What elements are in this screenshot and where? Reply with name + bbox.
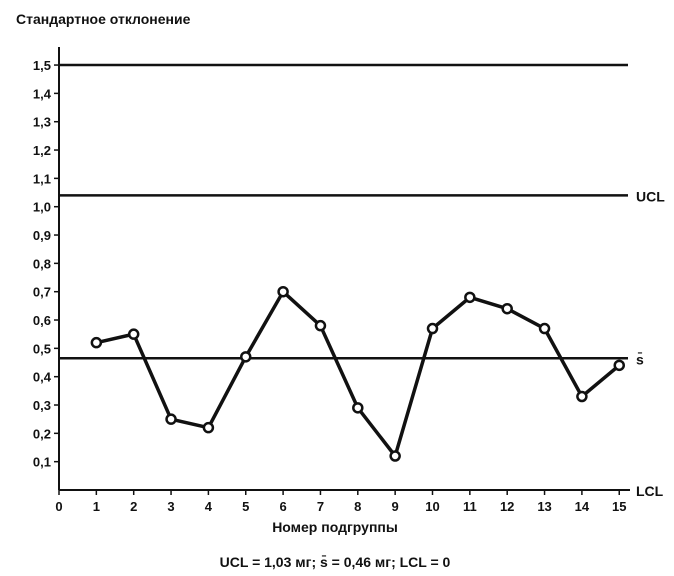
- x-tick-label: 0: [55, 499, 62, 514]
- y-axis-ticks: 0,1 0,2 0,3 0,4 0,5 0,6 0,7 0,8 0,9 1,0 1,1 1,2 1,3 1…: [33, 58, 59, 470]
- y-tick-label: 1,1: [33, 171, 51, 186]
- x-tick-label: 15: [612, 499, 626, 514]
- x-tick-label: 8: [354, 499, 361, 514]
- y-axis-title: Стандартное отклонение: [16, 11, 191, 27]
- y-tick-label: 0,9: [33, 228, 51, 243]
- x-tick-label: 14: [575, 499, 590, 514]
- x-tick-label: 9: [392, 499, 399, 514]
- y-tick-label: 0,1: [33, 455, 51, 470]
- x-tick-label: 12: [500, 499, 514, 514]
- data-point: [165, 413, 177, 425]
- y-tick-label: 1,5: [33, 58, 51, 73]
- reference-lines: UCL s̄ LCL: [59, 63, 665, 499]
- chart-caption: UCL = 1,03 мг; s̄ = 0,46 мг; LCL = 0: [220, 553, 451, 570]
- data-point: [389, 450, 401, 462]
- x-tick-label: 6: [279, 499, 286, 514]
- reference-line-label: UCL: [636, 188, 665, 204]
- x-tick-label: 13: [537, 499, 551, 514]
- data-point: [127, 328, 140, 340]
- y-tick-label: 0,5: [33, 341, 51, 356]
- data-point: [464, 291, 476, 304]
- y-tick-label: 1,3: [33, 115, 51, 130]
- y-tick-label: 0,4: [33, 370, 52, 385]
- x-tick-label: 5: [242, 499, 249, 514]
- x-tick-label: 11: [463, 499, 477, 514]
- y-tick-label: 1,2: [33, 143, 51, 158]
- y-tick-label: 1,4: [33, 86, 52, 101]
- x-tick-label: 4: [205, 499, 213, 514]
- series-line: [95, 289, 621, 458]
- x-axis-title: Номер подгруппы: [272, 519, 398, 535]
- data-point: [352, 402, 364, 414]
- data-point: [576, 390, 588, 403]
- x-tick-label: 3: [167, 499, 174, 514]
- y-tick-label: 0,8: [33, 256, 51, 271]
- data-point: [538, 322, 551, 335]
- reference-line-label: s̄: [636, 351, 644, 368]
- x-axis-ticks: 0 1 2 3 4 5 6 7 8 9 10 11 12 13 14 15: [55, 490, 626, 514]
- y-tick-label: 0,6: [33, 313, 51, 328]
- x-tick-label: 1: [93, 499, 100, 514]
- x-tick-label: 7: [317, 499, 324, 514]
- y-tick-label: 0,7: [33, 285, 51, 300]
- y-tick-label: 1,0: [33, 200, 51, 215]
- data-point: [613, 359, 625, 372]
- x-tick-label: 2: [130, 499, 137, 514]
- data-point: [202, 421, 215, 434]
- data-point: [501, 302, 513, 315]
- x-tick-label: 10: [425, 499, 439, 514]
- data-point: [90, 336, 103, 349]
- data-point: [426, 322, 439, 335]
- y-tick-label: 0,2: [33, 426, 51, 441]
- y-tick-label: 0,3: [33, 398, 51, 413]
- data-point: [314, 319, 327, 332]
- data-point: [240, 351, 252, 363]
- reference-line-label: LCL: [636, 483, 664, 499]
- series-group: [90, 285, 625, 462]
- data-point: [277, 285, 289, 298]
